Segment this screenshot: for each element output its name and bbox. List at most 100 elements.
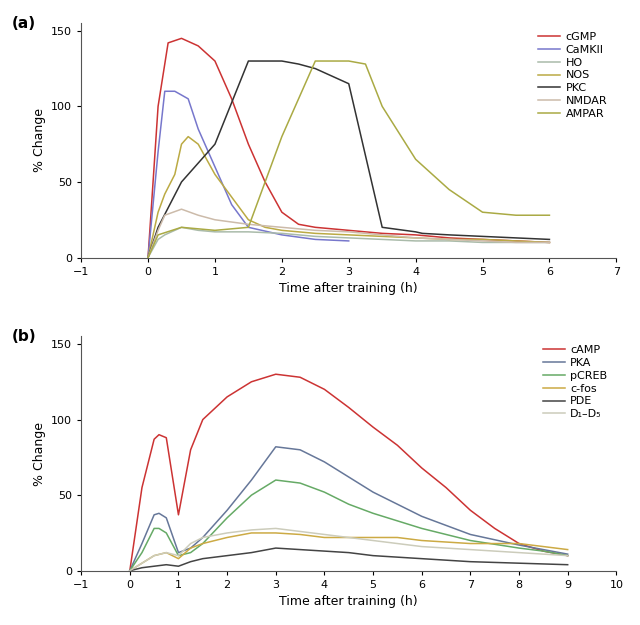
Line: cGMP: cGMP bbox=[148, 38, 549, 258]
PKC bbox=[378, 224, 386, 231]
HO bbox=[412, 237, 419, 244]
cGMP bbox=[378, 229, 386, 237]
PKC bbox=[545, 236, 553, 243]
PKC bbox=[211, 141, 219, 148]
cGMP bbox=[512, 237, 520, 244]
Y-axis label: % Change: % Change bbox=[33, 108, 45, 172]
cAMP bbox=[321, 386, 328, 393]
PDE bbox=[369, 552, 377, 559]
c-fos bbox=[272, 529, 280, 537]
HO bbox=[211, 228, 219, 236]
PDE bbox=[296, 546, 304, 553]
NMDAR bbox=[312, 227, 319, 234]
c-fos bbox=[126, 567, 134, 574]
PKC bbox=[312, 65, 319, 72]
NOS bbox=[228, 193, 236, 201]
pCREB bbox=[175, 552, 182, 559]
c-fos bbox=[540, 542, 547, 550]
cGMP bbox=[278, 209, 285, 216]
PDE bbox=[345, 549, 353, 556]
c-fos bbox=[187, 544, 195, 552]
NOS bbox=[154, 209, 162, 216]
PKA bbox=[126, 567, 134, 574]
PKC bbox=[295, 60, 303, 68]
PKC bbox=[479, 232, 486, 240]
NMDAR bbox=[445, 236, 453, 243]
cAMP bbox=[223, 393, 231, 401]
NMDAR bbox=[161, 211, 168, 219]
AMPAR bbox=[244, 224, 252, 231]
cAMP bbox=[199, 416, 207, 423]
PKA bbox=[418, 512, 426, 520]
cGMP bbox=[211, 58, 219, 65]
D₁–D₅ bbox=[564, 552, 572, 559]
PDE bbox=[150, 562, 158, 570]
CaMKII bbox=[345, 237, 353, 244]
Legend: cAMP, PKA, pCREB, c-fos, PDE, D₁–D₅: cAMP, PKA, pCREB, c-fos, PDE, D₁–D₅ bbox=[540, 342, 611, 422]
AMPAR bbox=[144, 254, 152, 261]
cAMP bbox=[150, 436, 158, 443]
NMDAR bbox=[345, 228, 353, 236]
pCREB bbox=[321, 488, 328, 496]
D₁–D₅ bbox=[223, 529, 231, 537]
Line: HO: HO bbox=[148, 228, 549, 258]
CaMKII bbox=[184, 95, 192, 102]
cAMP bbox=[296, 374, 304, 381]
HO bbox=[479, 239, 486, 246]
PDE bbox=[564, 561, 572, 569]
NOS bbox=[211, 171, 219, 178]
PKA bbox=[163, 514, 170, 522]
AMPAR bbox=[211, 227, 219, 234]
PDE bbox=[321, 548, 328, 555]
c-fos bbox=[418, 537, 426, 544]
cAMP bbox=[272, 371, 280, 378]
PKA bbox=[223, 506, 231, 514]
NOS bbox=[312, 229, 319, 237]
PKA bbox=[296, 446, 304, 454]
c-fos bbox=[138, 559, 146, 567]
NOS bbox=[345, 231, 353, 239]
PDE bbox=[248, 549, 255, 556]
AMPAR bbox=[445, 186, 453, 193]
NOS bbox=[512, 237, 520, 244]
Line: cAMP: cAMP bbox=[130, 374, 568, 571]
pCREB bbox=[296, 479, 304, 487]
cAMP bbox=[175, 511, 182, 519]
D₁–D₅ bbox=[418, 542, 426, 550]
pCREB bbox=[394, 517, 401, 524]
Line: c-fos: c-fos bbox=[130, 533, 568, 571]
PDE bbox=[223, 552, 231, 559]
CaMKII bbox=[195, 125, 202, 132]
pCREB bbox=[345, 501, 353, 508]
cAMP bbox=[163, 434, 170, 441]
cAMP bbox=[369, 423, 377, 431]
cAMP bbox=[442, 484, 450, 491]
cAMP bbox=[564, 552, 572, 559]
NMDAR bbox=[178, 206, 186, 213]
pCREB bbox=[515, 544, 523, 552]
NMDAR bbox=[378, 231, 386, 239]
NOS bbox=[144, 254, 152, 261]
pCREB bbox=[155, 524, 163, 532]
pCREB bbox=[187, 549, 195, 556]
HO bbox=[512, 239, 520, 246]
HO bbox=[278, 229, 285, 237]
CaMKII bbox=[144, 254, 152, 261]
c-fos bbox=[199, 540, 207, 548]
pCREB bbox=[199, 540, 207, 548]
pCREB bbox=[272, 476, 280, 484]
Line: AMPAR: AMPAR bbox=[148, 61, 549, 258]
pCREB bbox=[223, 514, 231, 522]
NOS bbox=[244, 216, 252, 224]
HO bbox=[545, 239, 553, 246]
PDE bbox=[126, 567, 134, 574]
PKA bbox=[564, 551, 572, 558]
cAMP bbox=[491, 524, 499, 532]
PKA bbox=[155, 509, 163, 517]
c-fos bbox=[163, 549, 170, 556]
cGMP bbox=[228, 95, 236, 102]
NOS bbox=[278, 227, 285, 234]
AMPAR bbox=[412, 156, 419, 163]
X-axis label: Time after training (h): Time after training (h) bbox=[280, 596, 418, 608]
cAMP bbox=[126, 567, 134, 574]
